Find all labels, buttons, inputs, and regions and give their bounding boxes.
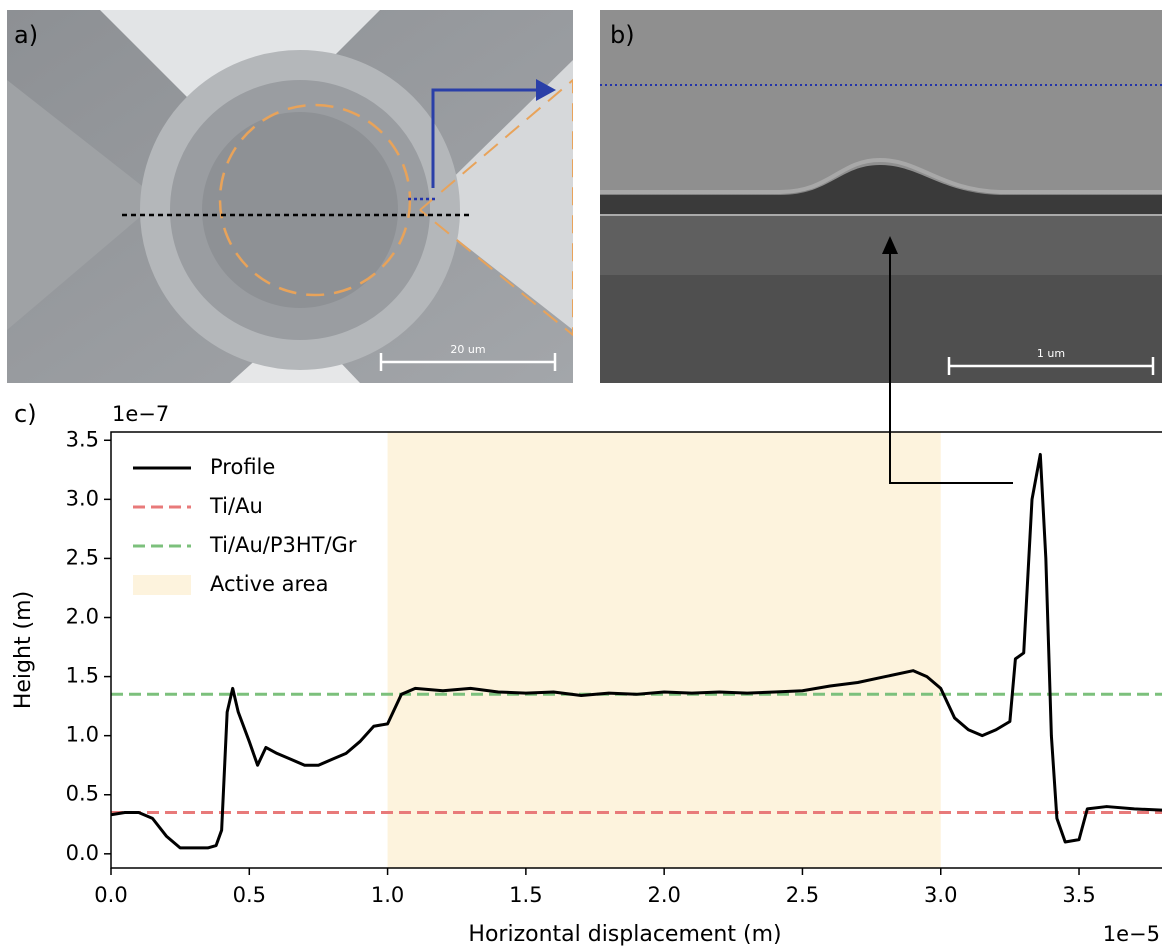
x-tick-label: 2.5 [786,883,819,907]
legend-swatch [133,575,191,595]
x-axis-label: Horizontal displacement (m) [468,922,781,947]
y-tick-label: 0.5 [66,782,99,806]
legend-label: Active area [210,572,328,596]
y-tick-label: 1.5 [66,664,99,688]
x-tick-label: 1.5 [509,883,542,907]
x-offset-label: 1e−5 [1103,922,1160,946]
legend-label: Profile [210,455,275,479]
sem-image-b: 1 um [600,10,1162,383]
scale-bar-label: 1 um [1037,347,1065,360]
axes-frame [110,431,1162,869]
y-tick-label: 3.5 [66,427,99,451]
y-tick-label: 0.0 [66,841,99,865]
sem-image-a: 20 um [7,10,573,383]
connector-arrow [882,236,1013,484]
y-tick-label: 1.0 [66,723,99,747]
panel-label: c) [14,400,37,428]
profile-line [111,452,1162,850]
y-tick-label: 3.0 [66,486,99,510]
legend-label: Ti/Au [209,494,263,518]
panel-label: b) [610,21,635,49]
x-tick-label: 3.5 [1062,883,1095,907]
legend-label: Ti/Au/P3HT/Gr [209,533,357,557]
active-area-span [387,432,941,868]
y-tick-label: 2.5 [66,545,99,569]
x-tick-label: 2.0 [647,883,680,907]
x-tick-label: 3.0 [924,883,957,907]
y-offset-label: 1e−7 [112,402,169,426]
panel-label: a) [14,21,38,49]
x-tick-label: 1.0 [371,883,404,907]
x-tick-label: 0.0 [94,883,127,907]
y-tick-label: 2.0 [66,605,99,629]
x-tick-label: 0.5 [233,883,266,907]
plot: 0.0 0.5 1.0 1.5 2.0 2.5 3.0 3.5 0.0 0.5 1.0 1.5 2.0 2… [66,427,1162,907]
scale-bar-label: 20 um [450,343,485,356]
y-axis-label: Height (m) [11,591,36,709]
